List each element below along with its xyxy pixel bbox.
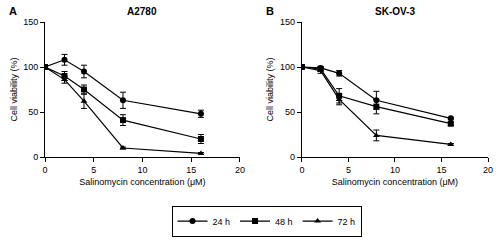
svg-text:50: 50 [285, 107, 295, 117]
svg-text:48 h: 48 h [275, 217, 293, 227]
svg-text:24 h: 24 h [213, 217, 231, 227]
svg-text:72 h: 72 h [338, 217, 356, 227]
svg-text:10: 10 [390, 165, 400, 175]
svg-text:15: 15 [436, 165, 446, 175]
svg-text:A2780: A2780 [127, 6, 157, 17]
svg-text:150: 150 [280, 17, 295, 27]
svg-text:Salinomycin concentration (μM): Salinomycin concentration (μM) [79, 177, 205, 187]
svg-text:Cell viability (%): Cell viability (%) [265, 57, 275, 121]
svg-text:Salinomycin concentration (μM): Salinomycin concentration (μM) [332, 177, 458, 187]
svg-text:0: 0 [33, 152, 38, 162]
svg-text:15: 15 [186, 165, 196, 175]
svg-text:0: 0 [290, 152, 295, 162]
svg-text:100: 100 [23, 62, 38, 72]
svg-text:100: 100 [280, 62, 295, 72]
svg-text:20: 20 [483, 165, 493, 175]
svg-text:SK-OV-3: SK-OV-3 [375, 6, 415, 17]
svg-text:20: 20 [235, 165, 245, 175]
svg-text:Cell viability (%): Cell viability (%) [9, 57, 19, 121]
svg-text:50: 50 [28, 107, 38, 117]
svg-text:B: B [266, 5, 274, 17]
svg-text:0: 0 [299, 165, 304, 175]
svg-text:10: 10 [137, 165, 147, 175]
svg-text:5: 5 [91, 165, 96, 175]
svg-text:A: A [9, 5, 17, 17]
svg-text:150: 150 [23, 17, 38, 27]
svg-text:5: 5 [346, 165, 351, 175]
svg-text:0: 0 [42, 165, 47, 175]
